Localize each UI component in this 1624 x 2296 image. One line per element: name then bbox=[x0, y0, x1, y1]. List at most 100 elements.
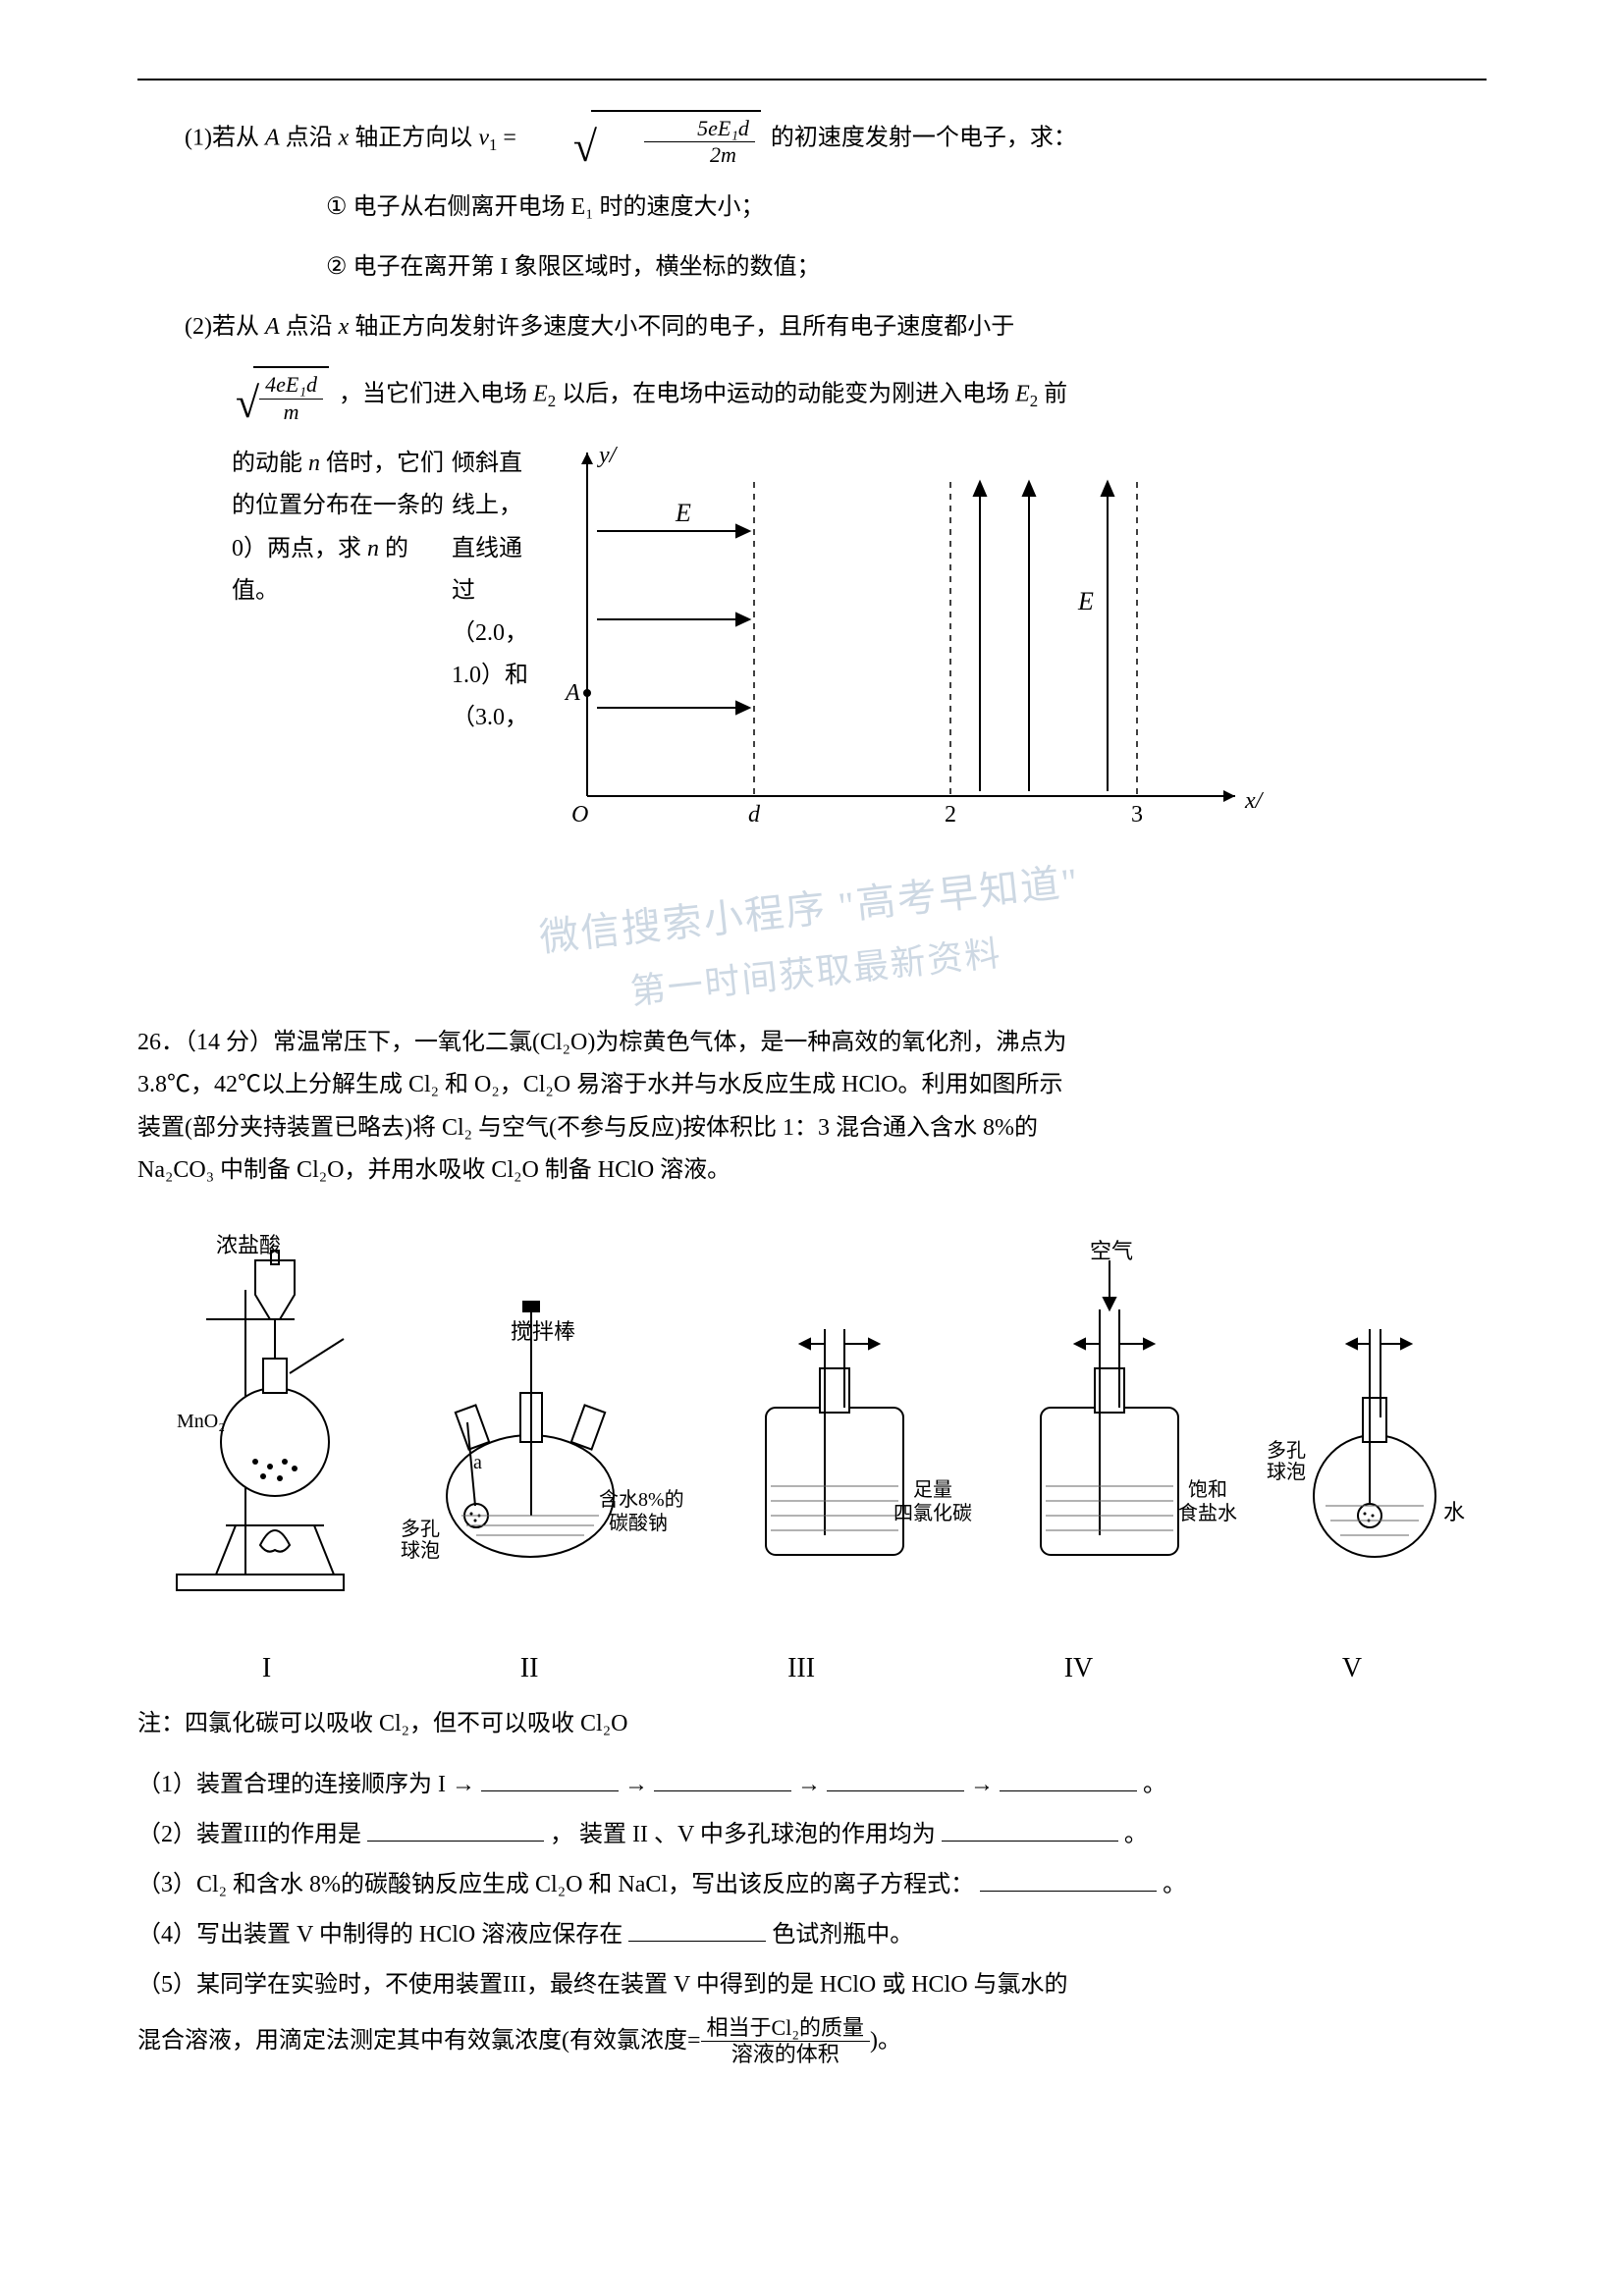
text: （2）装置III的作用是 bbox=[137, 1822, 361, 1847]
text: （5）某同学在实验时，不使用装置III，最终在装置 V 中得到的是 HClO 或… bbox=[137, 1972, 1068, 1998]
q1-sub1: ① 电子从右侧离开电场 E₁ 时的速度大小； bbox=[137, 187, 1487, 229]
hcl-label: 浓盐酸 bbox=[216, 1233, 281, 1257]
frac-den: 溶液的体积 bbox=[726, 2042, 845, 2067]
bubble-label: 多孔 bbox=[401, 1518, 440, 1540]
var-A: A bbox=[265, 314, 280, 340]
var-A: A bbox=[265, 125, 280, 150]
period: 。 bbox=[1124, 1822, 1148, 1847]
note: 注：四氯化碳可以吸收 Cl₂，但不可以吸收 Cl₂O bbox=[137, 1703, 1487, 1745]
circle-2-icon: ② bbox=[232, 246, 348, 289]
period: 。 bbox=[1163, 1872, 1186, 1897]
svg-text:球泡: 球泡 bbox=[1267, 1461, 1306, 1483]
text: 点沿 bbox=[286, 125, 339, 150]
blank-input[interactable] bbox=[481, 1768, 619, 1791]
tick-3: 3 bbox=[1131, 802, 1143, 828]
var-n: n bbox=[308, 451, 320, 476]
circle-1-icon: ① bbox=[232, 187, 348, 229]
apparatus-diagram: 浓盐酸 MnO₂ a 搅拌棒 多孔 bbox=[137, 1211, 1487, 1694]
label-V: V bbox=[1342, 1644, 1362, 1693]
ccl4-label: 足量 bbox=[913, 1479, 952, 1501]
A-label: A bbox=[564, 680, 580, 706]
blank-input[interactable] bbox=[827, 1768, 964, 1791]
field-diagram-svg: y/ x/ E E A O d 2 3 bbox=[528, 443, 1274, 855]
tick-2: 2 bbox=[945, 802, 956, 828]
q1-part2-remaining-text: 的动能 n 倍时，它们的位置分布在一条的 0）两点，求 n 的值。 bbox=[137, 443, 452, 865]
blank-input[interactable] bbox=[654, 1768, 791, 1791]
svg-text:食盐水: 食盐水 bbox=[1178, 1502, 1237, 1524]
var-x: x bbox=[339, 125, 350, 150]
text: 色试剂瓶中。 bbox=[772, 1922, 913, 1948]
comma: ， bbox=[550, 1822, 573, 1847]
na2co3-label: 含水8%的 bbox=[599, 1488, 684, 1511]
q1-part1: (1)若从 A 点沿 x 轴正方向以 v1 = √ 5eE₁d 2m 的初速度发… bbox=[137, 110, 1487, 169]
svg-text:a: a bbox=[473, 1452, 482, 1473]
var-v: v bbox=[478, 125, 489, 150]
effective-cl-fraction: 相当于Cl₂的质量 溶液的体积 bbox=[701, 2015, 870, 2068]
sqrt-icon: √ bbox=[526, 126, 597, 169]
text: 点沿 bbox=[286, 314, 339, 340]
text: )。 bbox=[870, 2020, 901, 2062]
var-E: E bbox=[1015, 382, 1030, 407]
text: 轴正方向发射许多速度大小不同的电子，且所有电子速度都小于 bbox=[354, 314, 1014, 340]
q26-line4: Na₂CO₃ 中制备 Cl₂O，并用水吸收 Cl₂O 制备 HClO 溶液。 bbox=[137, 1149, 1487, 1192]
q1-sub2: ② 电子在离开第 I 象限区域时，横坐标的数值； bbox=[137, 246, 1487, 289]
q26-sub3: （3）Cl₂ 和含水 8%的碳酸钠反应生成 Cl₂O 和 NaCl，写出该反应的… bbox=[137, 1864, 1487, 1906]
text: (1)若从 bbox=[185, 125, 265, 150]
text: 倾斜直线上，直线通过（2.0，1.0）和（3.0， bbox=[452, 451, 528, 730]
text: 混合溶液，用滴定法测定其中有效氯浓度(有效氯浓度= bbox=[137, 2020, 701, 2062]
frac-den: m bbox=[278, 400, 305, 425]
blank-input[interactable] bbox=[367, 1818, 544, 1842]
physics-diagram: y/ x/ E E A O d 2 3 bbox=[528, 443, 1487, 865]
x-axis-label: x/ bbox=[1244, 788, 1265, 814]
text: 轴正方向以 bbox=[354, 125, 478, 150]
arrow: → bbox=[970, 1772, 994, 1797]
E-right-label: E bbox=[1077, 587, 1094, 615]
blank-input[interactable] bbox=[628, 1918, 766, 1942]
q1-part2-line1: (2)若从 A 点沿 x 轴正方向发射许多速度大小不同的电子，且所有电子速度都小… bbox=[137, 306, 1487, 348]
sub-2: 2 bbox=[548, 393, 556, 411]
q26-line2: 3.8℃，42℃以上分解生成 Cl₂ 和 O₂，Cl₂O 易溶于水并与水反应生成… bbox=[137, 1064, 1487, 1106]
top-rule bbox=[137, 79, 1487, 80]
blank-input[interactable] bbox=[942, 1818, 1118, 1842]
text: (2)若从 bbox=[185, 314, 265, 340]
text: （4）写出装置 V 中制得的 HClO 溶液应保存在 bbox=[137, 1922, 623, 1948]
text: 前 bbox=[1044, 382, 1067, 407]
q1-part2-with-diagram: 的动能 n 倍时，它们的位置分布在一条的 0）两点，求 n 的值。 倾斜直线上，… bbox=[137, 443, 1487, 865]
d-label: d bbox=[748, 802, 761, 828]
period: 。 bbox=[1143, 1772, 1166, 1797]
text: 以后，在电场中运动的动能变为刚进入电场 bbox=[562, 382, 1015, 407]
stir-label: 搅拌棒 bbox=[511, 1319, 575, 1344]
blank-input[interactable] bbox=[1000, 1768, 1137, 1791]
q26-sub1: （1）装置合理的连接顺序为 I → → → → 。 bbox=[137, 1764, 1487, 1806]
var-E: E bbox=[533, 382, 548, 407]
apparatus-roman-labels: I II III IV V bbox=[137, 1644, 1487, 1693]
text-continuation: 倾斜直线上，直线通过（2.0，1.0）和（3.0， bbox=[452, 443, 528, 865]
text: 装置 II 、V 中多孔球泡的作用均为 bbox=[579, 1822, 936, 1847]
eq: = bbox=[503, 125, 522, 150]
q26-sub4: （4）写出装置 V 中制得的 HClO 溶液应保存在 色试剂瓶中。 bbox=[137, 1914, 1487, 1956]
frac-num: 相当于Cl₂的质量 bbox=[701, 2015, 870, 2042]
water-label: 水 bbox=[1443, 1500, 1465, 1524]
label-III: III bbox=[787, 1644, 815, 1693]
arrow: → bbox=[624, 1772, 648, 1797]
bubble2-label: 多孔 bbox=[1267, 1439, 1306, 1462]
sub-1: 1 bbox=[489, 135, 497, 154]
sqrt-formula-2: √ 4eE₁d m bbox=[236, 366, 329, 425]
q1-part2-line2: √ 4eE₁d m ，当它们进入电场 E2 以后，在电场中运动的动能变为刚进入电… bbox=[137, 366, 1487, 425]
var-x: x bbox=[339, 314, 350, 340]
frac-num: 4eE₁d bbox=[259, 372, 323, 399]
label-I: I bbox=[262, 1644, 271, 1693]
sqrt-formula: √ 5eE₁d 2m bbox=[526, 110, 761, 169]
text: ，当它们进入电场 bbox=[339, 382, 533, 407]
svg-text:球泡: 球泡 bbox=[401, 1539, 440, 1562]
svg-text:碳酸钠: 碳酸钠 bbox=[609, 1512, 668, 1534]
blank-input[interactable] bbox=[980, 1868, 1157, 1892]
text: （1）装置合理的连接顺序为 I → bbox=[137, 1772, 475, 1797]
frac-num: 5eE₁d bbox=[644, 116, 755, 142]
apparatus-svg: 浓盐酸 MnO₂ a 搅拌棒 多孔 bbox=[137, 1211, 1483, 1624]
text: 电子在离开第 I 象限区域时，横坐标的数值； bbox=[353, 254, 821, 280]
E-left-label: E bbox=[675, 499, 691, 527]
text: 0）两点，求 bbox=[232, 536, 367, 561]
q26-sub5a: （5）某同学在实验时，不使用装置III，最终在装置 V 中得到的是 HClO 或… bbox=[137, 1964, 1487, 2006]
O-label: O bbox=[571, 802, 588, 828]
